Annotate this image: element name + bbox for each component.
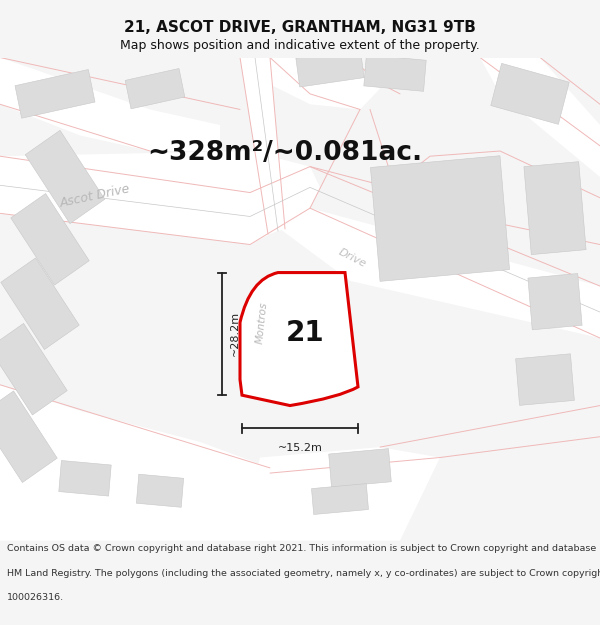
Polygon shape — [296, 49, 364, 87]
PathPatch shape — [240, 272, 358, 406]
Text: Contains OS data © Crown copyright and database right 2021. This information is : Contains OS data © Crown copyright and d… — [7, 544, 600, 553]
Polygon shape — [311, 484, 368, 514]
Text: ~328m²/~0.081ac.: ~328m²/~0.081ac. — [148, 140, 422, 166]
Polygon shape — [240, 58, 285, 234]
Polygon shape — [0, 58, 220, 151]
Polygon shape — [11, 194, 89, 285]
Text: ~28.2m: ~28.2m — [230, 311, 240, 356]
Polygon shape — [240, 58, 380, 109]
Polygon shape — [280, 208, 600, 338]
Polygon shape — [524, 162, 586, 254]
Polygon shape — [364, 55, 426, 91]
Text: 21, ASCOT DRIVE, GRANTHAM, NG31 9TB: 21, ASCOT DRIVE, GRANTHAM, NG31 9TB — [124, 20, 476, 35]
Polygon shape — [0, 391, 57, 482]
Text: Map shows position and indicative extent of the property.: Map shows position and indicative extent… — [120, 39, 480, 51]
Text: Montros: Montros — [255, 301, 269, 344]
Text: Ascot Drive: Ascot Drive — [59, 182, 131, 209]
Polygon shape — [329, 449, 391, 487]
Text: Drive: Drive — [337, 247, 368, 269]
Polygon shape — [0, 323, 67, 415]
Polygon shape — [1, 258, 79, 349]
Polygon shape — [0, 151, 320, 244]
Polygon shape — [480, 58, 600, 177]
Text: ~15.2m: ~15.2m — [278, 443, 322, 453]
Polygon shape — [528, 274, 582, 330]
Polygon shape — [25, 131, 105, 224]
Polygon shape — [370, 156, 509, 281]
Polygon shape — [515, 354, 574, 406]
Text: HM Land Registry. The polygons (including the associated geometry, namely x, y c: HM Land Registry. The polygons (includin… — [7, 569, 600, 578]
Text: 100026316.: 100026316. — [7, 593, 64, 602]
Polygon shape — [0, 385, 270, 541]
Polygon shape — [59, 461, 111, 496]
Polygon shape — [491, 63, 569, 124]
Polygon shape — [240, 447, 440, 541]
Polygon shape — [15, 69, 95, 118]
Polygon shape — [136, 474, 184, 508]
Text: 21: 21 — [286, 319, 325, 347]
Polygon shape — [125, 69, 185, 109]
